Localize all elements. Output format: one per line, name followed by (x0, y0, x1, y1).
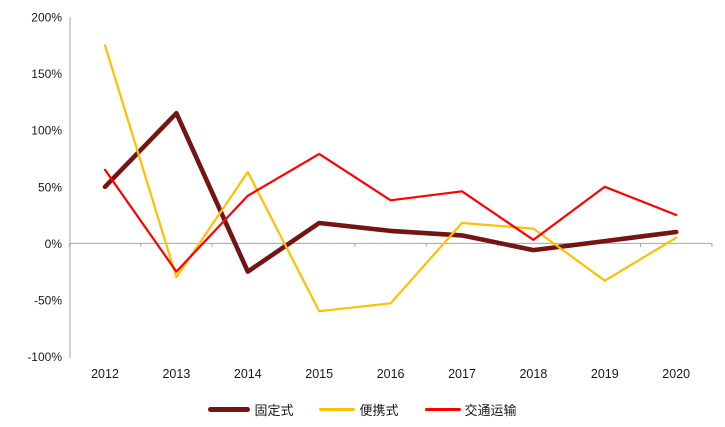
x-axis-year-label: 2015 (305, 367, 333, 381)
legend-item-固定式: 固定式 (208, 400, 293, 419)
legend-item-交通运输: 交通运输 (424, 400, 517, 419)
series-line-固定式 (102, 110, 679, 274)
y-axis-tick-label: 200% (31, 11, 62, 25)
x-axis-year-label: 2012 (91, 367, 119, 381)
chart-legend: 固定式 便携式 交通运输 (0, 400, 725, 419)
x-axis-year-label: 2020 (662, 367, 690, 381)
y-axis-tick-label: -100% (27, 350, 62, 364)
legend-line-swatch (208, 407, 251, 412)
y-axis-tick-label: 0% (45, 237, 63, 251)
legend-label: 便携式 (359, 403, 399, 418)
y-axis-tick-label: 100% (31, 124, 62, 138)
x-axis-year-label: 2013 (162, 367, 190, 381)
x-axis-year-label: 2016 (377, 367, 405, 381)
series-line-便携式 (103, 44, 678, 313)
x-axis-year-label: 2017 (448, 367, 476, 381)
series-line-交通运输 (103, 152, 678, 273)
y-axis-tick-label: 150% (31, 67, 62, 81)
y-axis-tick-label: -50% (34, 293, 62, 307)
y-axis-tick-label: 50% (38, 180, 62, 194)
x-axis-year-label: 2014 (234, 367, 262, 381)
legend-label: 固定式 (254, 403, 294, 418)
legend-item-便携式: 便携式 (319, 400, 399, 419)
legend-line-swatch (319, 408, 356, 411)
legend-label: 交通运输 (464, 403, 517, 418)
legend-line-swatch (424, 408, 461, 411)
x-axis-year-label: 2018 (519, 367, 547, 381)
x-axis-year-label: 2019 (591, 367, 619, 381)
